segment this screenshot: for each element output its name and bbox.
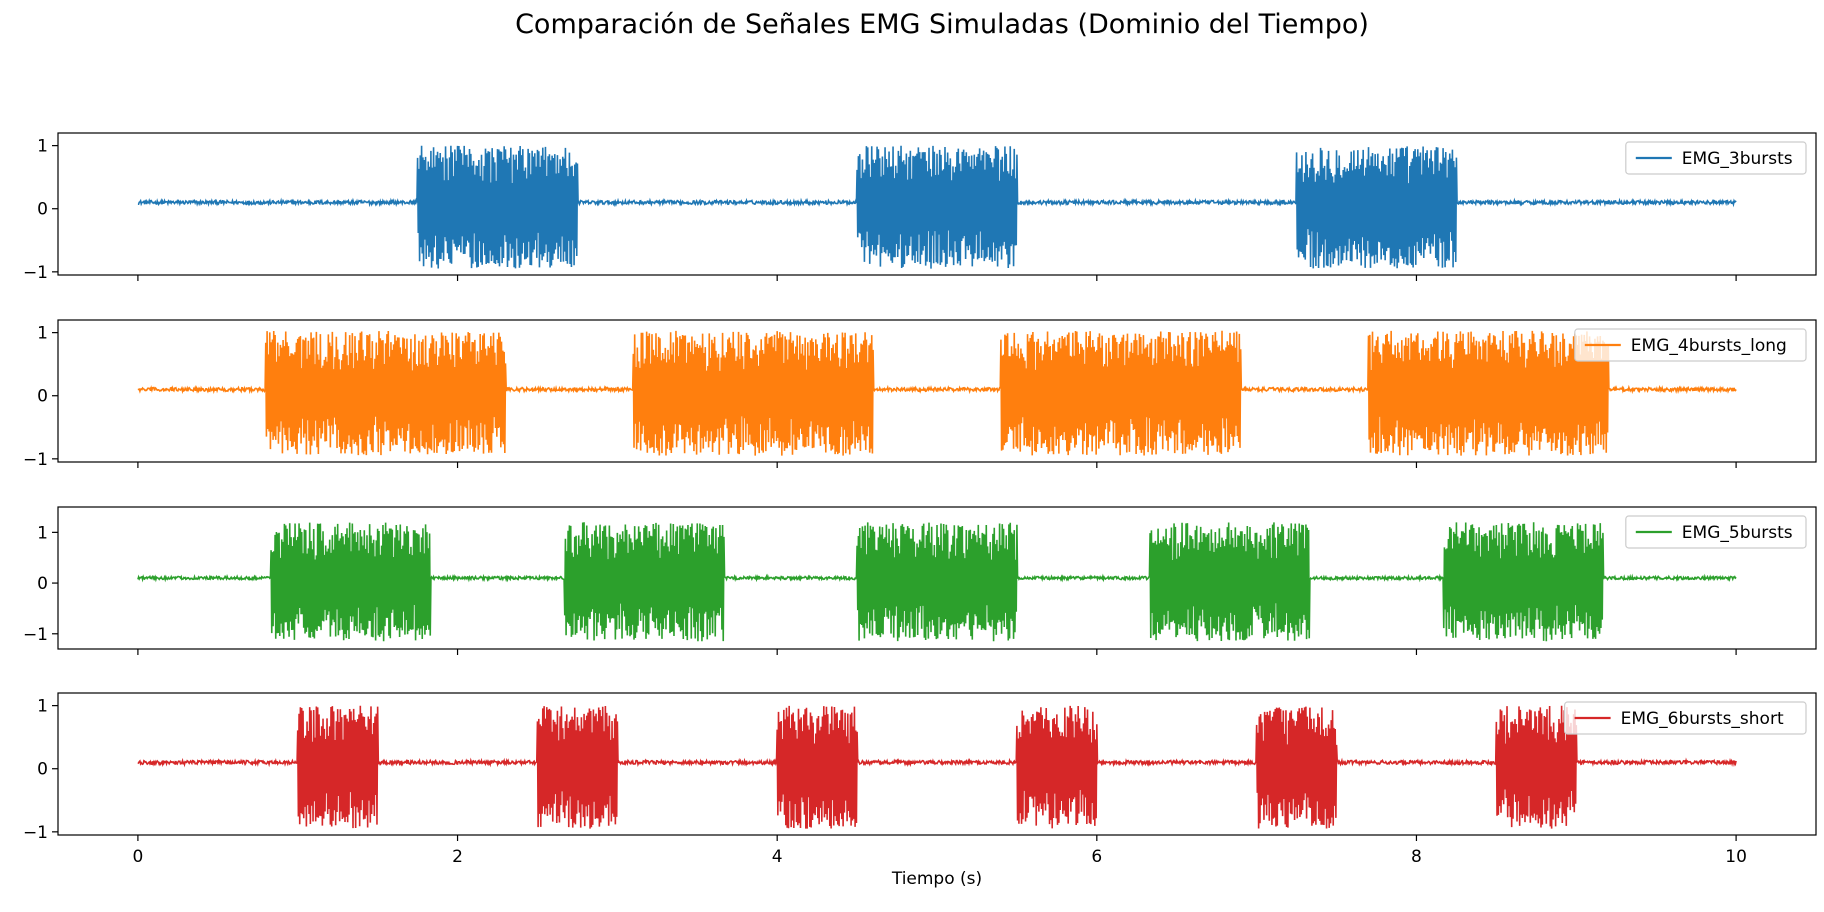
axes-frame xyxy=(57,692,1817,836)
x-tick-label: 0 xyxy=(132,847,143,867)
x-tick-label: 2 xyxy=(452,847,463,867)
legend: EMG_3bursts xyxy=(1625,141,1807,175)
legend-label: EMG_5bursts xyxy=(1682,523,1793,543)
y-tick-label: 0 xyxy=(37,387,48,407)
x-tick-label: 6 xyxy=(1091,847,1102,867)
x-tick-label: 8 xyxy=(1411,847,1422,867)
y-tick-label: 1 xyxy=(37,697,48,717)
legend: EMG_5bursts xyxy=(1625,515,1807,549)
legend-box xyxy=(1625,515,1807,549)
series-line-EMG_5bursts xyxy=(137,522,1737,642)
y-tick-label: −1 xyxy=(23,823,48,843)
axes-frame xyxy=(57,319,1817,463)
x-tick-label: 10 xyxy=(1725,847,1747,867)
axes-frame xyxy=(57,132,1817,276)
y-tick-label: −1 xyxy=(23,263,48,283)
y-tick-label: 1 xyxy=(37,324,48,344)
legend: EMG_4bursts_long xyxy=(1574,328,1807,362)
subplot-EMG_5bursts: −1 0 1 EMG_5bursts xyxy=(23,506,1817,655)
y-tick-label: −1 xyxy=(23,625,48,645)
legend-label: EMG_4bursts_long xyxy=(1631,336,1787,356)
axes-frame xyxy=(57,506,1817,650)
subplot-EMG_3bursts: −1 0 1 EMG_3bursts xyxy=(23,132,1817,283)
x-axis-label: Tiempo (s) xyxy=(891,869,982,889)
y-tick-label: −1 xyxy=(23,450,48,470)
legend: EMG_6bursts_short xyxy=(1563,701,1807,735)
legend-box xyxy=(1625,141,1807,175)
y-tick-label: 1 xyxy=(37,523,48,543)
legend-box xyxy=(1574,328,1807,362)
y-tick-label: 0 xyxy=(37,760,48,780)
legend-label: EMG_6bursts_short xyxy=(1621,709,1784,729)
legend-box xyxy=(1563,701,1807,735)
subplot-EMG_4bursts_long: −1 0 1 EMG_4bursts_long xyxy=(23,319,1817,470)
series-line-EMG_4bursts_long xyxy=(137,330,1737,456)
y-tick-label: 0 xyxy=(37,200,48,220)
y-tick-label: 0 xyxy=(37,574,48,594)
series-line-EMG_3bursts xyxy=(137,145,1737,269)
legend-label: EMG_3bursts xyxy=(1682,149,1793,169)
figure-title: Comparación de Señales EMG Simuladas (Do… xyxy=(515,9,1369,40)
series-line-EMG_6bursts_short xyxy=(137,705,1737,829)
subplots-container: −1 0 1 EMG_3bursts −1 0 1 EMG_4bursts_long −1 0 1 E… xyxy=(23,132,1817,867)
x-tick-label: 4 xyxy=(772,847,783,867)
y-tick-label: 1 xyxy=(37,137,48,157)
